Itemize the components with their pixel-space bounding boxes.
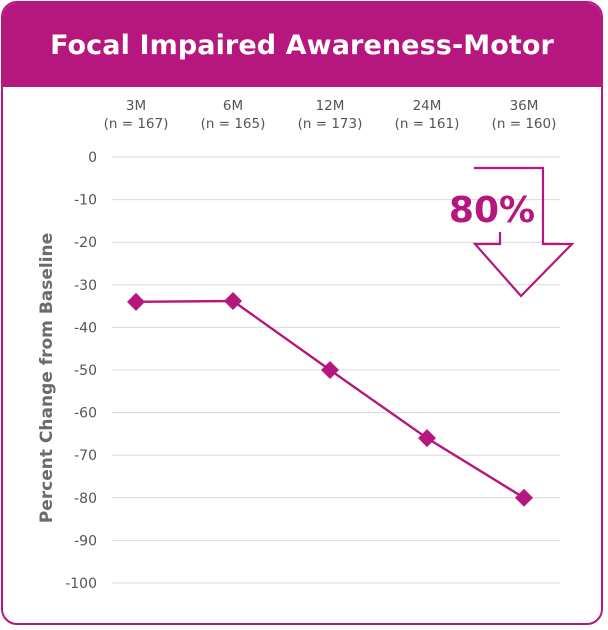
x-category-period-label: 3M: [126, 98, 146, 114]
y-axis-label: Percent Change from Baseline: [37, 233, 57, 523]
y-tick-label: -80: [74, 491, 97, 507]
reduction-annotation: 80%: [449, 166, 575, 298]
x-category-period-label: 24M: [413, 98, 442, 114]
x-category-period-label: 12M: [316, 98, 345, 114]
data-point-diamond: [224, 291, 242, 310]
data-point-diamond: [321, 361, 339, 379]
y-tick-label: -50: [74, 363, 97, 379]
chart-title: Focal Impaired Awareness-Motor: [3, 3, 601, 87]
y-tick-label: -30: [74, 278, 97, 294]
x-category-n-label: (n = 161): [395, 116, 460, 132]
down-arrow-icon: [472, 166, 575, 298]
y-tick-label: -90: [74, 533, 97, 549]
series-line: [135, 299, 525, 499]
x-category-n-label: (n = 173): [298, 116, 363, 132]
y-tick-label: 0: [88, 150, 97, 166]
y-tick-labels: 0 -10 -20 -30 -40 -50 -60 -70 -80 -90 -100: [65, 150, 97, 592]
data-point-diamond: [418, 429, 436, 448]
y-tick-label: -100: [65, 576, 97, 592]
y-tick-label: -10: [74, 193, 97, 209]
y-tick-label: -70: [74, 448, 97, 464]
x-category-n-label: (n = 165): [201, 116, 266, 132]
series-layer: [127, 291, 533, 507]
y-tick-label: -20: [74, 235, 97, 251]
gridlines: [112, 156, 560, 584]
data-point-diamond: [515, 488, 533, 507]
x-category-n-label: (n = 160): [492, 116, 557, 132]
x-category-labels: 3M (n = 167) 6M (n = 165) 12M (n = 173) 24M (n …: [104, 98, 557, 132]
x-category-period-label: 36M: [510, 98, 539, 114]
y-tick-label: -60: [74, 406, 97, 422]
y-tick-label: -40: [74, 320, 97, 336]
reduction-percent-label: 80%: [449, 190, 535, 231]
x-category-n-label: (n = 167): [104, 116, 169, 132]
data-point-diamond: [127, 292, 145, 311]
x-category-period-label: 6M: [223, 98, 243, 114]
